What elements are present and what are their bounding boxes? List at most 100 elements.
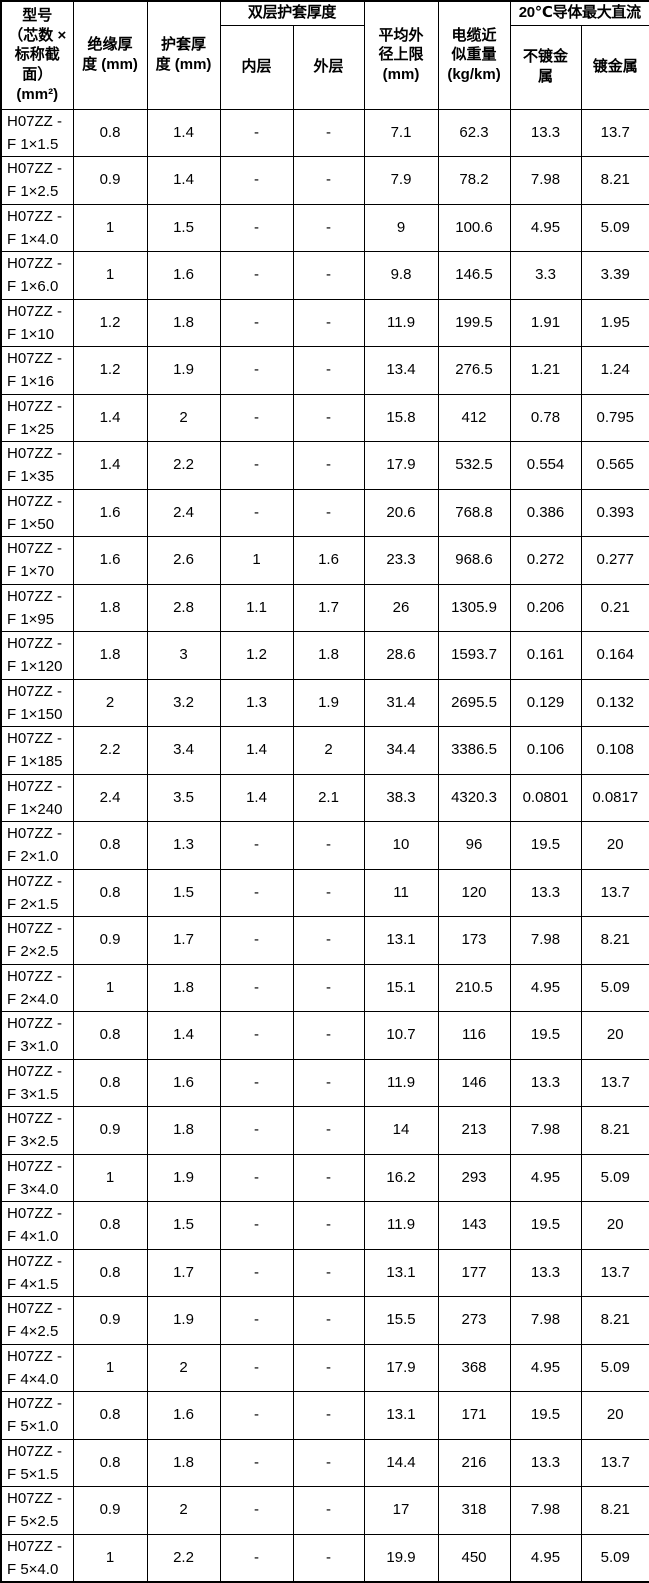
model-cell: H07ZZ - F 1×1.5 [0, 108, 74, 157]
value-cell: - [292, 203, 365, 252]
value-cell: 2 [146, 393, 221, 442]
table-row: H07ZZ - F 5×4.0 1 2.2- -19.9 450 4.95 5.09 [0, 1533, 649, 1583]
table-row: H07ZZ - F 3×4.0 1 1.9- -16.2 293 4.95 5.09 [0, 1153, 649, 1202]
value-cell: 0.8 [72, 108, 148, 157]
model-cell: H07ZZ - F 2×1.5 [0, 868, 74, 917]
value-cell: 4.95 [509, 1533, 582, 1583]
table-row: H07ZZ - F 4×1.0 0.8 1.5- -11.9 143 19.5 20 [0, 1201, 649, 1250]
value-cell: 20.6 [363, 488, 439, 537]
value-cell: - [219, 1343, 294, 1392]
value-cell: 1.4 [146, 156, 221, 205]
value-cell: 1.21 [509, 346, 582, 395]
value-cell: 120 [437, 868, 511, 917]
value-cell: 0.132 [580, 678, 649, 727]
model-cell: H07ZZ - F 2×4.0 [0, 963, 74, 1012]
model-cell: H07ZZ - F 5×1.0 [0, 1391, 74, 1440]
value-cell: - [292, 1343, 365, 1392]
value-cell: 1.3 [219, 678, 294, 727]
value-cell: 0.8 [72, 1248, 148, 1297]
model-cell: H07ZZ - F 4×4.0 [0, 1343, 74, 1392]
header-unplated-metal: 不镀金 属 [509, 24, 582, 110]
value-cell: 8.21 [580, 1106, 649, 1155]
table-row: H07ZZ - F 4×2.5 0.9 1.9- -15.5 273 7.98 8.21 [0, 1296, 649, 1345]
value-cell: 7.9 [363, 156, 439, 205]
header-insulation-thickness: 绝缘厚 度 (mm) [72, 0, 148, 110]
value-cell: 13.7 [580, 868, 649, 917]
value-cell: 1.91 [509, 298, 582, 347]
value-cell: 0.21 [580, 583, 649, 632]
value-cell: 1 [72, 251, 148, 300]
value-cell: 3 [146, 631, 221, 680]
value-cell: 4.95 [509, 963, 582, 1012]
table-row: H07ZZ - F 1×2.5 0.9 1.4- -7.9 78.2 7.98 8.21 [0, 156, 649, 205]
value-cell: 1.9 [146, 1153, 221, 1202]
model-cell: H07ZZ - F 2×2.5 [0, 916, 74, 965]
value-cell: 9 [363, 203, 439, 252]
value-cell: 1.8 [72, 583, 148, 632]
table-row: H07ZZ - F 2×1.0 0.8 1.3- -10 96 19.5 20 [0, 821, 649, 870]
value-cell: 19.9 [363, 1533, 439, 1583]
value-cell: 14.4 [363, 1438, 439, 1487]
table-row: H07ZZ - F 1×50 1.6 2.4- -20.6 768.8 0.386 0.39… [0, 488, 649, 537]
value-cell: 1 [72, 1533, 148, 1583]
value-cell: - [292, 1296, 365, 1345]
value-cell: 1.8 [146, 1438, 221, 1487]
value-cell: - [219, 488, 294, 537]
value-cell: 13.7 [580, 1248, 649, 1297]
value-cell: - [219, 1011, 294, 1060]
value-cell: 15.5 [363, 1296, 439, 1345]
value-cell: 3.39 [580, 251, 649, 300]
value-cell: 532.5 [437, 441, 511, 490]
value-cell: - [292, 963, 365, 1012]
value-cell: - [219, 156, 294, 205]
table-row: H07ZZ - F 1×10 1.2 1.8- -11.9 199.5 1.91 1.95 [0, 298, 649, 347]
value-cell: 1 [219, 536, 294, 585]
value-cell: 0.9 [72, 1296, 148, 1345]
table-row: H07ZZ - F 1×70 1.6 2.6 1 1.6 23.3 968.6 0.272 0.… [0, 536, 649, 585]
value-cell: 13.1 [363, 916, 439, 965]
value-cell: - [292, 1106, 365, 1155]
value-cell: - [219, 203, 294, 252]
table-row: H07ZZ - F 4×4.0 1 2- -17.9 368 4.95 5.09 [0, 1343, 649, 1392]
model-cell: H07ZZ - F 1×150 [0, 678, 74, 727]
table-row: H07ZZ - F 4×1.5 0.8 1.7- -13.1 177 13.3 13.7 [0, 1248, 649, 1297]
model-cell: H07ZZ - F 5×4.0 [0, 1533, 74, 1583]
value-cell: 0.0801 [509, 773, 582, 822]
value-cell: 3.5 [146, 773, 221, 822]
value-cell: 13.7 [580, 108, 649, 157]
table-row: H07ZZ - F 2×1.5 0.8 1.5- -11 120 13.3 13.7 [0, 868, 649, 917]
table-row: H07ZZ - F 1×6.0 1 1.6- -9.8 146.5 3.3 3.39 [0, 251, 649, 300]
value-cell: - [219, 1533, 294, 1583]
model-cell: H07ZZ - F 3×1.5 [0, 1058, 74, 1107]
value-cell: - [219, 1486, 294, 1535]
value-cell: 0.386 [509, 488, 582, 537]
value-cell: 1.4 [72, 441, 148, 490]
table-row: H07ZZ - F 5×2.5 0.9 2- -17 318 7.98 8.21 [0, 1486, 649, 1535]
value-cell: 3.4 [146, 726, 221, 775]
table-body: H07ZZ - F 1×1.5 0.8 1.4- -7.1 62.3 13.3 13.7 H0… [0, 108, 649, 1583]
value-cell: 0.0817 [580, 773, 649, 822]
value-cell: 1 [72, 1343, 148, 1392]
header-dc-max-group: 20℃导体最大直流 [509, 0, 649, 26]
value-cell: 1.6 [72, 536, 148, 585]
value-cell: 1.95 [580, 298, 649, 347]
value-cell: 210.5 [437, 963, 511, 1012]
model-cell: H07ZZ - F 3×4.0 [0, 1153, 74, 1202]
value-cell: - [292, 1486, 365, 1535]
value-cell: 199.5 [437, 298, 511, 347]
value-cell: 1.6 [146, 251, 221, 300]
value-cell: 34.4 [363, 726, 439, 775]
value-cell: 1.9 [146, 1296, 221, 1345]
value-cell: - [292, 1391, 365, 1440]
value-cell: - [219, 1201, 294, 1250]
value-cell: 2.6 [146, 536, 221, 585]
value-cell: 15.1 [363, 963, 439, 1012]
value-cell: 2 [72, 678, 148, 727]
value-cell: 1.6 [292, 536, 365, 585]
table-row: H07ZZ - F 3×1.0 0.8 1.4- -10.7 116 19.5 20 [0, 1011, 649, 1060]
model-cell: H07ZZ - F 1×35 [0, 441, 74, 490]
value-cell: 968.6 [437, 536, 511, 585]
value-cell: 7.1 [363, 108, 439, 157]
value-cell: - [219, 298, 294, 347]
value-cell: - [219, 963, 294, 1012]
